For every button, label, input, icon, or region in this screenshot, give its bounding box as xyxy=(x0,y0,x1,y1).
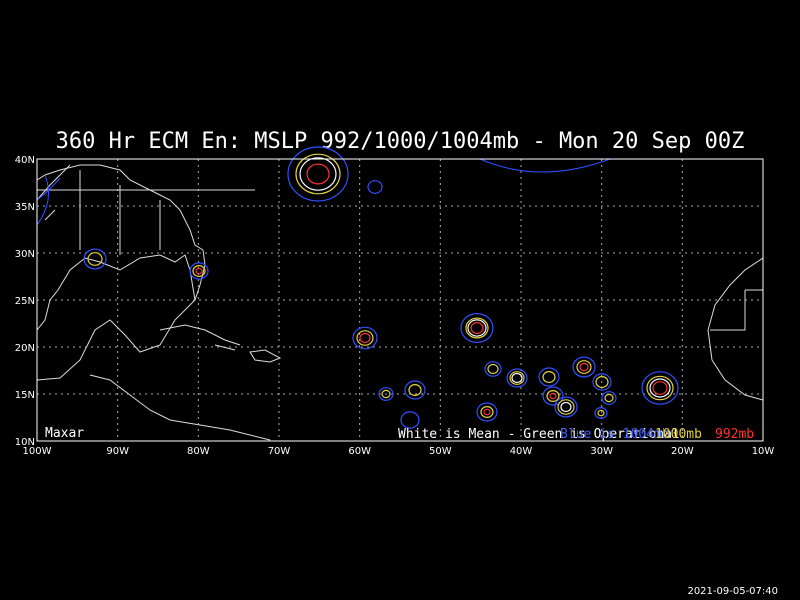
contour xyxy=(484,361,502,377)
contour xyxy=(476,402,498,422)
lon-label: 30W xyxy=(590,446,613,457)
contour xyxy=(649,378,671,398)
contour xyxy=(641,371,679,405)
contour xyxy=(352,326,378,350)
contour xyxy=(460,313,494,344)
lat-label: 20N xyxy=(15,343,35,354)
contour xyxy=(509,371,525,385)
graticule: 100W 90W 80W 70W 60W 50W 40W 30W 20W 10W 10N 15N 20N… xyxy=(15,155,775,457)
contour xyxy=(480,406,494,419)
contour xyxy=(306,163,330,185)
contour xyxy=(601,391,617,405)
lat-label: 40N xyxy=(15,155,35,166)
lat-label: 30N xyxy=(15,249,35,260)
contour xyxy=(470,322,484,335)
lon-label: 50W xyxy=(429,446,452,457)
contour xyxy=(546,390,560,403)
contour xyxy=(595,376,609,389)
credit: Maxar xyxy=(45,426,84,441)
contour xyxy=(367,180,383,194)
contour xyxy=(538,367,560,387)
contour xyxy=(646,375,674,401)
lon-label: 10W xyxy=(752,446,775,457)
contour xyxy=(604,393,614,403)
contour xyxy=(597,409,605,417)
map-title: 360 Hr ECM En: MSLP 992/1000/1004mb - Mo… xyxy=(56,129,745,154)
contour xyxy=(400,411,420,429)
lon-label: 70W xyxy=(268,446,291,457)
contour xyxy=(359,332,371,344)
contour xyxy=(549,392,557,400)
contour xyxy=(594,407,608,420)
contour xyxy=(378,387,394,401)
contour xyxy=(195,267,203,275)
contour xyxy=(579,362,589,372)
map-frame xyxy=(36,158,764,442)
contour xyxy=(189,262,209,280)
contour xyxy=(83,248,107,270)
lon-label: 40W xyxy=(510,446,533,457)
contour xyxy=(467,319,487,337)
lat-label: 35N xyxy=(15,202,35,213)
lat-label: 10N xyxy=(15,437,35,448)
contour xyxy=(592,373,612,391)
timestamp: 2021-09-05-07:40 xyxy=(687,586,778,597)
contour xyxy=(87,252,103,266)
legend-blue: Blue is 1004mb xyxy=(560,427,670,442)
contour xyxy=(487,363,499,375)
lat-label: 25N xyxy=(15,296,35,307)
lat-label: 15N xyxy=(15,390,35,401)
lon-label: 90W xyxy=(106,446,129,457)
contour xyxy=(506,368,528,388)
lon-label: 80W xyxy=(187,446,210,457)
legend-yellow: 1000mb xyxy=(655,427,702,442)
contour xyxy=(356,330,374,346)
coastlines xyxy=(36,164,764,441)
legend-mean: White is Mean - Green is Operational xyxy=(398,427,680,442)
lon-label: 60W xyxy=(348,446,371,457)
contour xyxy=(511,372,523,384)
contour xyxy=(36,174,61,226)
contour xyxy=(554,396,578,418)
pressure-contours xyxy=(36,146,679,429)
contour xyxy=(465,317,489,339)
contour xyxy=(557,399,575,415)
contour xyxy=(287,146,349,202)
contour xyxy=(576,360,592,374)
contour xyxy=(381,389,391,399)
contour xyxy=(483,408,491,416)
contour xyxy=(295,153,341,195)
contour xyxy=(542,386,564,406)
lon-label: 20W xyxy=(671,446,694,457)
lon-label: 100W xyxy=(23,446,52,457)
contour xyxy=(652,381,668,395)
contour xyxy=(192,265,206,278)
contour xyxy=(408,384,422,397)
contour xyxy=(404,380,426,400)
contour xyxy=(299,157,337,191)
contour xyxy=(542,371,556,384)
legend-red: 992mb xyxy=(715,427,754,442)
contour xyxy=(572,356,596,378)
contour xyxy=(560,401,572,413)
contour xyxy=(479,158,611,173)
